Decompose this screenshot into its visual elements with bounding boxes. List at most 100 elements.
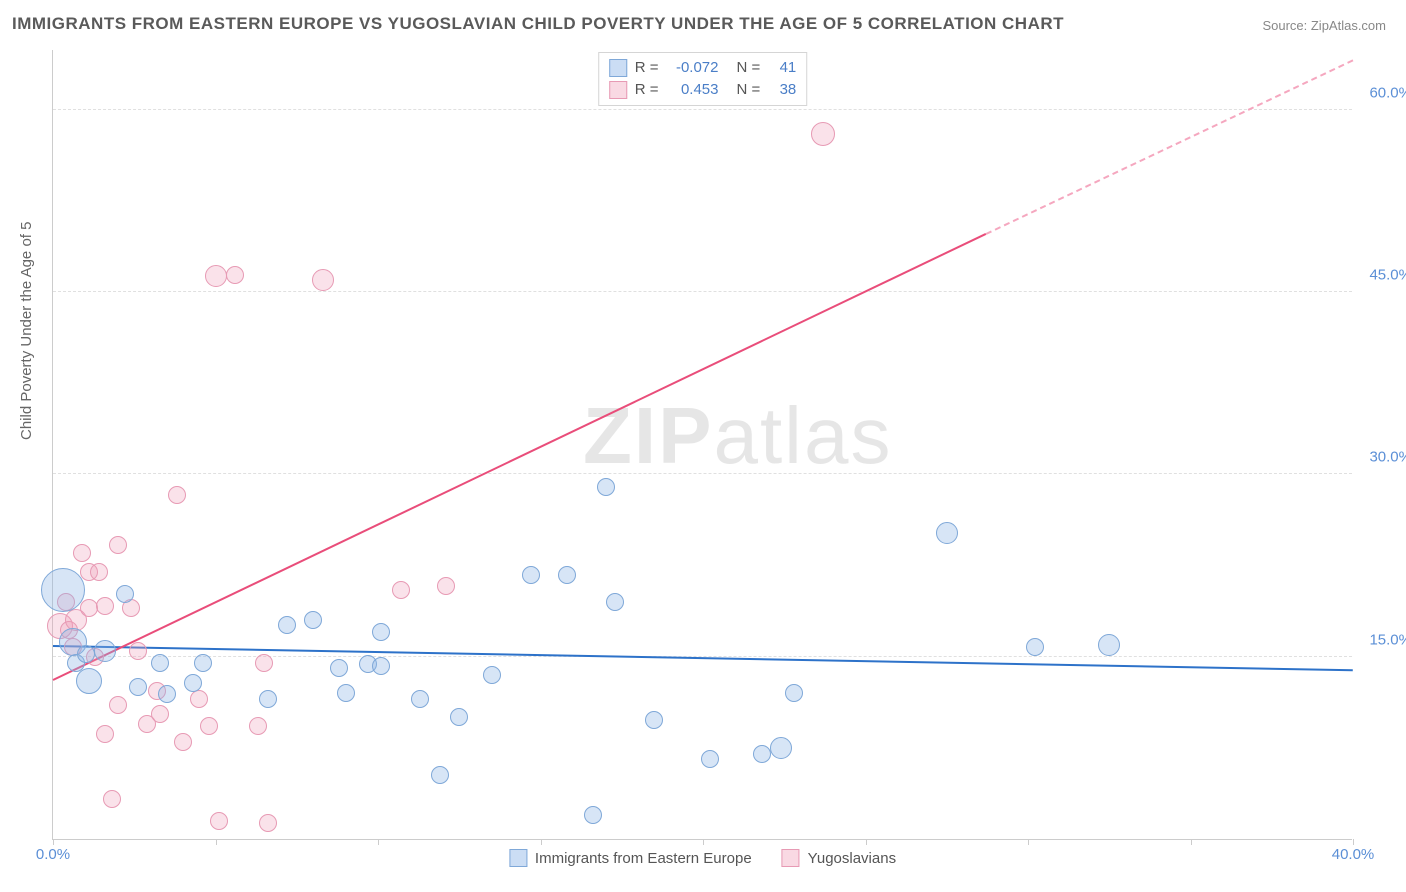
data-point (372, 657, 390, 675)
trend-line (53, 645, 1353, 671)
stat-label: R = (635, 79, 659, 101)
legend-item: Yugoslavians (782, 849, 896, 867)
data-point (431, 766, 449, 784)
data-point (174, 733, 192, 751)
data-point (210, 812, 228, 830)
y-tick-label: 60.0% (1357, 84, 1406, 101)
data-point (205, 265, 227, 287)
stat-label: N = (737, 57, 761, 79)
data-point (597, 478, 615, 496)
stats-row: R = -0.072 N = 41 (609, 57, 797, 79)
data-point (103, 790, 121, 808)
data-point (109, 696, 127, 714)
source-link[interactable]: ZipAtlas.com (1311, 18, 1386, 33)
y-tick-label: 30.0% (1357, 449, 1406, 466)
data-point (96, 725, 114, 743)
stat-n-value: 41 (768, 57, 796, 79)
legend-label: Yugoslavians (808, 850, 896, 867)
data-point (194, 654, 212, 672)
data-point (76, 668, 102, 694)
chart-title: IMMIGRANTS FROM EASTERN EUROPE VS YUGOSL… (12, 14, 1064, 34)
legend-item: Immigrants from Eastern Europe (509, 849, 752, 867)
legend-swatch (509, 849, 527, 867)
x-tick (216, 839, 217, 845)
data-point (701, 750, 719, 768)
data-point (80, 599, 98, 617)
data-point (73, 544, 91, 562)
x-tick (1353, 839, 1354, 845)
x-tick-label: 0.0% (36, 846, 70, 863)
data-point (109, 536, 127, 554)
stat-r-value: 0.453 (667, 79, 719, 101)
gridline-h (53, 109, 1352, 110)
gridline-h (53, 473, 1352, 474)
data-point (450, 708, 468, 726)
data-point (1098, 634, 1120, 656)
data-point (41, 568, 85, 612)
data-point (522, 566, 540, 584)
watermark-light: atlas (713, 391, 892, 480)
data-point (255, 654, 273, 672)
data-point (372, 623, 390, 641)
legend-label: Immigrants from Eastern Europe (535, 850, 752, 867)
data-point (96, 597, 114, 615)
data-point (151, 705, 169, 723)
stat-r-value: -0.072 (667, 57, 719, 79)
x-tick (1191, 839, 1192, 845)
data-point (129, 678, 147, 696)
data-point (770, 737, 792, 759)
data-point (259, 814, 277, 832)
gridline-h (53, 291, 1352, 292)
data-point (77, 645, 95, 663)
data-point (312, 269, 334, 291)
data-point (392, 581, 410, 599)
data-point (411, 690, 429, 708)
x-tick (53, 839, 54, 845)
data-point (753, 745, 771, 763)
data-point (226, 266, 244, 284)
x-tick (378, 839, 379, 845)
trend-line (985, 59, 1353, 235)
stat-label: R = (635, 57, 659, 79)
source-prefix: Source: (1262, 18, 1310, 33)
data-point (645, 711, 663, 729)
stat-n-value: 38 (768, 79, 796, 101)
x-tick-label: 40.0% (1332, 846, 1375, 863)
y-axis-label: Child Poverty Under the Age of 5 (18, 222, 35, 440)
y-tick-label: 15.0% (1357, 631, 1406, 648)
data-point (168, 486, 186, 504)
stat-label: N = (737, 79, 761, 101)
source-attribution: Source: ZipAtlas.com (1262, 18, 1386, 33)
legend-swatch (782, 849, 800, 867)
data-point (184, 674, 202, 692)
legend: Immigrants from Eastern Europe Yugoslavia… (509, 849, 896, 867)
data-point (151, 654, 169, 672)
x-tick (541, 839, 542, 845)
data-point (259, 690, 277, 708)
y-tick-label: 45.0% (1357, 267, 1406, 284)
watermark-bold: ZIP (583, 391, 713, 480)
data-point (249, 717, 267, 735)
data-point (936, 522, 958, 544)
trend-line (53, 233, 987, 681)
data-point (90, 563, 108, 581)
plot-area: ZIPatlas R =-0.072N =41R = 0.453N =38 Im… (52, 50, 1352, 840)
stats-box: R = -0.072 N = 41 R = 0.453 N = 38 (598, 52, 808, 106)
data-point (200, 717, 218, 735)
data-point (158, 685, 176, 703)
data-point (811, 122, 835, 146)
legend-swatch (609, 81, 627, 99)
stats-row: R = 0.453 N = 38 (609, 79, 797, 101)
data-point (558, 566, 576, 584)
x-tick (1028, 839, 1029, 845)
data-point (190, 690, 208, 708)
data-point (483, 666, 501, 684)
data-point (1026, 638, 1044, 656)
x-tick (703, 839, 704, 845)
data-point (337, 684, 355, 702)
data-point (330, 659, 348, 677)
data-point (116, 585, 134, 603)
data-point (437, 577, 455, 595)
legend-swatch (609, 59, 627, 77)
x-tick (866, 839, 867, 845)
